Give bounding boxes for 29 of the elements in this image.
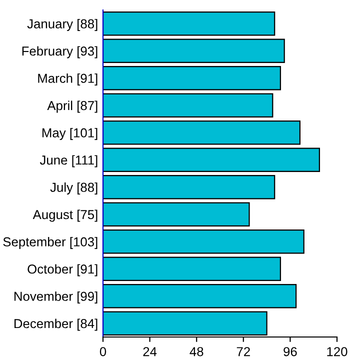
- y-tick-label: September [103]: [3, 236, 98, 249]
- y-tick-label: October [91]: [28, 264, 98, 276]
- y-tick-label: December [84]: [14, 318, 98, 331]
- bar: [103, 174, 276, 200]
- bar: [103, 11, 276, 36]
- bar: [103, 148, 320, 172]
- bar: [103, 256, 282, 282]
- y-tick-label: May [101]: [42, 128, 98, 140]
- y-tick-label: November [99]: [14, 291, 98, 304]
- bar: [103, 38, 285, 64]
- y-tick-label: August [75]: [32, 210, 98, 222]
- y-tick-label: February [93]: [22, 46, 98, 58]
- y-tick-label: January [88]: [27, 18, 98, 31]
- x-tick-label: 0: [100, 347, 106, 356]
- bar: [103, 202, 250, 227]
- bar: [103, 93, 274, 118]
- y-tick-label: March [91]: [38, 73, 98, 86]
- x-tick-label: 72: [236, 347, 250, 356]
- y-tick-label: July [88]: [50, 182, 98, 194]
- y-tick-label: June [111]: [40, 155, 98, 168]
- x-tick-label: 96: [284, 347, 297, 356]
- x-tick-label: 24: [143, 347, 157, 356]
- bar: [103, 284, 297, 308]
- y-tick-label: April [87]: [47, 100, 98, 113]
- x-tick-label: 48: [190, 347, 204, 356]
- x-tick-label: 120: [327, 347, 348, 356]
- bar: [103, 120, 301, 145]
- bar: [103, 66, 282, 90]
- bar: [103, 229, 304, 254]
